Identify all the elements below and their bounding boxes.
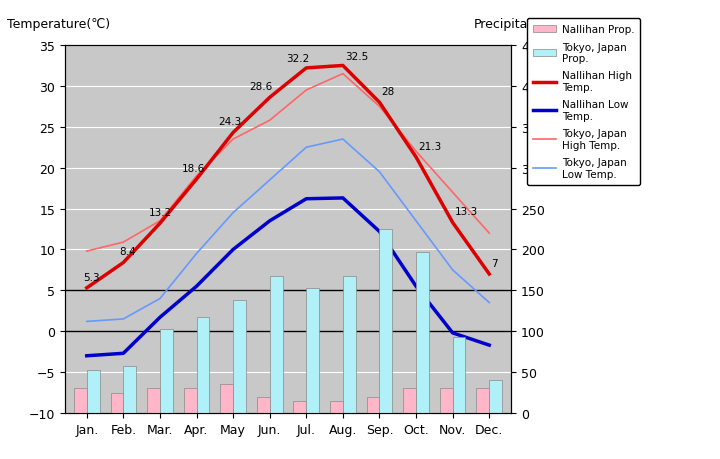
- Text: 18.6: 18.6: [182, 163, 205, 174]
- Nallihan High
Temp.: [412, 155, 420, 161]
- Nallihan Low
Temp.: [338, 196, 347, 201]
- Text: Temperature(℃): Temperature(℃): [6, 18, 110, 31]
- Bar: [477, 389, 490, 413]
- Bar: [147, 389, 160, 413]
- Nallihan Low
Temp.: [412, 284, 420, 289]
- Text: 7: 7: [491, 258, 498, 268]
- Nallihan Low
Temp.: [82, 353, 91, 359]
- Bar: [490, 381, 502, 413]
- Nallihan Low
Temp.: [449, 330, 457, 336]
- Nallihan High
Temp.: [338, 63, 347, 69]
- Tokyo, Japan
High Temp.: [412, 149, 420, 155]
- Nallihan High
Temp.: [156, 221, 164, 227]
- Nallihan High
Temp.: [375, 100, 384, 106]
- Tokyo, Japan
High Temp.: [192, 174, 201, 179]
- Nallihan High
Temp.: [192, 177, 201, 183]
- Bar: [403, 389, 416, 413]
- Bar: [343, 276, 356, 413]
- Bar: [123, 367, 136, 413]
- Nallihan Low
Temp.: [156, 315, 164, 320]
- Bar: [74, 389, 86, 413]
- Tokyo, Japan
High Temp.: [266, 118, 274, 124]
- Bar: [366, 397, 379, 413]
- Nallihan High
Temp.: [485, 272, 494, 277]
- Tokyo, Japan
High Temp.: [82, 249, 91, 254]
- Tokyo, Japan
Low Temp.: [338, 137, 347, 142]
- Bar: [184, 389, 197, 413]
- Tokyo, Japan
Low Temp.: [412, 218, 420, 224]
- Bar: [416, 252, 429, 413]
- Tokyo, Japan
High Temp.: [375, 104, 384, 110]
- Text: 32.2: 32.2: [286, 54, 310, 64]
- Tokyo, Japan
Low Temp.: [302, 145, 310, 151]
- Nallihan Low
Temp.: [375, 229, 384, 235]
- Line: Nallihan High
Temp.: Nallihan High Temp.: [86, 66, 490, 288]
- Nallihan Low
Temp.: [192, 284, 201, 289]
- Bar: [294, 401, 306, 413]
- Tokyo, Japan
High Temp.: [229, 137, 238, 142]
- Tokyo, Japan
High Temp.: [485, 231, 494, 236]
- Bar: [270, 276, 282, 413]
- Tokyo, Japan
High Temp.: [449, 190, 457, 196]
- Bar: [330, 401, 343, 413]
- Line: Tokyo, Japan
High Temp.: Tokyo, Japan High Temp.: [86, 74, 490, 252]
- Tokyo, Japan
High Temp.: [119, 240, 127, 245]
- Nallihan High
Temp.: [119, 260, 127, 266]
- Bar: [306, 288, 319, 413]
- Tokyo, Japan
Low Temp.: [119, 317, 127, 322]
- Tokyo, Japan
Low Temp.: [192, 251, 201, 257]
- Tokyo, Japan
Low Temp.: [375, 170, 384, 175]
- Nallihan High
Temp.: [82, 285, 91, 291]
- Bar: [111, 393, 123, 413]
- Text: 28.6: 28.6: [250, 82, 273, 92]
- Nallihan High
Temp.: [449, 220, 457, 226]
- Text: 24.3: 24.3: [218, 117, 242, 127]
- Line: Tokyo, Japan
Low Temp.: Tokyo, Japan Low Temp.: [86, 140, 490, 322]
- Bar: [160, 329, 173, 413]
- Tokyo, Japan
Low Temp.: [82, 319, 91, 325]
- Nallihan Low
Temp.: [119, 351, 127, 356]
- Text: 5.3: 5.3: [83, 272, 100, 282]
- Text: Precipitation（mm）: Precipitation（mm）: [474, 18, 592, 31]
- Nallihan Low
Temp.: [485, 342, 494, 348]
- Tokyo, Japan
Low Temp.: [266, 178, 274, 183]
- Nallihan Low
Temp.: [229, 247, 238, 252]
- Bar: [440, 389, 453, 413]
- Nallihan High
Temp.: [229, 130, 238, 136]
- Tokyo, Japan
Low Temp.: [229, 210, 238, 216]
- Bar: [379, 230, 392, 413]
- Tokyo, Japan
Low Temp.: [156, 296, 164, 302]
- Nallihan High
Temp.: [266, 95, 274, 101]
- Bar: [233, 301, 246, 413]
- Nallihan Low
Temp.: [266, 218, 274, 224]
- Nallihan Low
Temp.: [302, 196, 310, 202]
- Line: Nallihan Low
Temp.: Nallihan Low Temp.: [86, 198, 490, 356]
- Bar: [220, 385, 233, 413]
- Bar: [257, 397, 270, 413]
- Text: 13.3: 13.3: [454, 207, 478, 217]
- Bar: [197, 317, 210, 413]
- Nallihan High
Temp.: [302, 66, 310, 72]
- Bar: [86, 371, 99, 413]
- Text: 28: 28: [382, 87, 395, 97]
- Tokyo, Japan
Low Temp.: [485, 300, 494, 306]
- Tokyo, Japan
High Temp.: [302, 88, 310, 94]
- Tokyo, Japan
High Temp.: [338, 72, 347, 77]
- Legend: Nallihan Prop., Tokyo, Japan
Prop., Nallihan High
Temp., Nallihan Low
Temp., Tok: Nallihan Prop., Tokyo, Japan Prop., Nall…: [527, 19, 641, 185]
- Bar: [453, 337, 465, 413]
- Text: 13.2: 13.2: [149, 207, 172, 218]
- Text: 21.3: 21.3: [418, 141, 441, 151]
- Text: 8.4: 8.4: [120, 247, 136, 257]
- Tokyo, Japan
High Temp.: [156, 218, 164, 224]
- Tokyo, Japan
Low Temp.: [449, 268, 457, 273]
- Text: 32.5: 32.5: [345, 52, 368, 62]
